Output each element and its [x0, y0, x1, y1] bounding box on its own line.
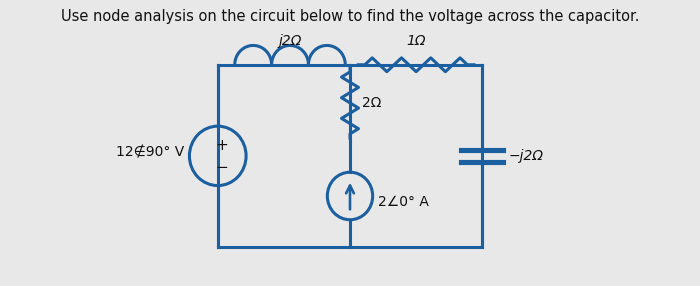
Text: 1Ω: 1Ω: [407, 34, 426, 48]
Text: −j2Ω: −j2Ω: [509, 149, 544, 163]
Text: Use node analysis on the circuit below to find the voltage across the capacitor.: Use node analysis on the circuit below t…: [61, 9, 639, 24]
Text: 2Ω: 2Ω: [363, 96, 382, 110]
Text: j2Ω: j2Ω: [279, 34, 302, 48]
Text: 12∉90° V: 12∉90° V: [116, 145, 185, 159]
Text: +: +: [215, 138, 228, 154]
Text: 2∠0° A: 2∠0° A: [378, 195, 429, 209]
Text: −: −: [215, 160, 228, 175]
